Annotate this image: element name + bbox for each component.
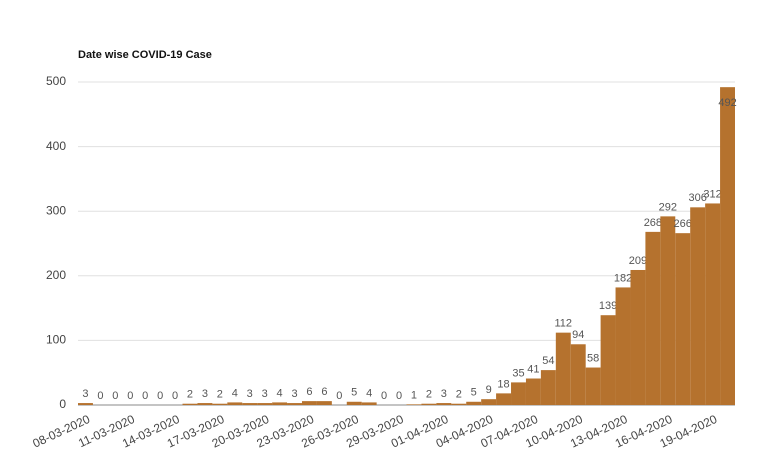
- bar: [511, 382, 526, 405]
- value-label: 2: [217, 389, 223, 401]
- bar: [346, 401, 362, 405]
- value-label: 3: [247, 388, 253, 400]
- bar: [675, 233, 691, 405]
- value-label: 112: [555, 318, 573, 330]
- y-tick-label: 100: [46, 333, 66, 347]
- value-label: 0: [381, 390, 387, 402]
- value-label: 41: [527, 363, 539, 375]
- value-label: 35: [512, 367, 524, 379]
- value-label: 3: [82, 388, 88, 400]
- value-label: 306: [688, 192, 706, 204]
- value-label: 5: [351, 387, 357, 399]
- value-label: 2: [456, 389, 462, 401]
- value-label: 139: [599, 300, 617, 312]
- bar: [227, 402, 243, 405]
- value-label: 6: [306, 386, 312, 398]
- value-label: 54: [542, 355, 554, 367]
- value-label: 0: [396, 390, 402, 402]
- bar: [555, 332, 571, 405]
- value-label: 58: [587, 352, 599, 364]
- bar: [212, 403, 228, 405]
- bar: [600, 315, 616, 405]
- bar: [257, 403, 273, 405]
- value-label: 2: [187, 389, 193, 401]
- bar: [570, 344, 586, 405]
- value-label: 3: [262, 388, 268, 400]
- bar: [705, 203, 721, 405]
- value-label: 6: [321, 386, 327, 398]
- bar: [496, 393, 512, 405]
- value-label: 4: [366, 387, 372, 399]
- y-tick-label: 500: [46, 74, 66, 88]
- bar: [540, 370, 556, 405]
- value-label: 94: [572, 329, 584, 341]
- value-label: 0: [142, 390, 148, 402]
- value-label: 209: [629, 255, 647, 267]
- bar: [690, 207, 706, 405]
- y-tick-label: 300: [46, 203, 66, 217]
- value-label: 9: [486, 384, 492, 396]
- value-label: 0: [172, 390, 178, 402]
- value-label: 1: [411, 389, 417, 401]
- bar: [451, 403, 467, 405]
- bar: [316, 401, 332, 405]
- value-label: 0: [336, 390, 342, 402]
- bar: [645, 231, 661, 405]
- bar: [720, 87, 735, 405]
- value-label: 4: [232, 387, 238, 399]
- value-label: 4: [277, 387, 283, 399]
- value-label: 266: [674, 218, 692, 230]
- bar: [421, 403, 437, 405]
- bar: [287, 403, 302, 405]
- value-label: 0: [127, 390, 133, 402]
- y-tick-label: 0: [59, 397, 66, 411]
- value-label: 3: [291, 388, 297, 400]
- bar: [615, 287, 631, 405]
- value-label: 3: [441, 388, 447, 400]
- bar: [466, 401, 482, 405]
- bar: [436, 403, 452, 405]
- bar: [182, 403, 198, 405]
- value-label: 18: [497, 378, 509, 390]
- value-label: 312: [703, 188, 721, 200]
- y-tick-label: 400: [46, 139, 66, 153]
- value-label: 492: [718, 97, 736, 109]
- chart-title: Date wise COVID-19 Case: [78, 49, 212, 61]
- bar: [78, 403, 93, 405]
- bar: [197, 403, 213, 405]
- value-label: 0: [112, 390, 118, 402]
- bar: [361, 402, 377, 405]
- value-label: 5: [471, 387, 477, 399]
- value-label: 0: [97, 390, 103, 402]
- bar: [630, 269, 646, 405]
- value-label: 292: [659, 201, 677, 213]
- bar: [660, 216, 676, 405]
- bar: [525, 378, 541, 405]
- value-label: 182: [614, 272, 632, 284]
- bar: [585, 367, 601, 405]
- value-label: 0: [157, 390, 163, 402]
- bar: [242, 403, 258, 405]
- bar: [301, 401, 317, 405]
- value-label: 3: [202, 388, 208, 400]
- value-label: 268: [644, 217, 662, 229]
- bar: [272, 402, 288, 405]
- y-tick-label: 200: [46, 268, 66, 282]
- value-label: 2: [426, 389, 432, 401]
- bar: [481, 399, 497, 405]
- bar: [406, 404, 422, 405]
